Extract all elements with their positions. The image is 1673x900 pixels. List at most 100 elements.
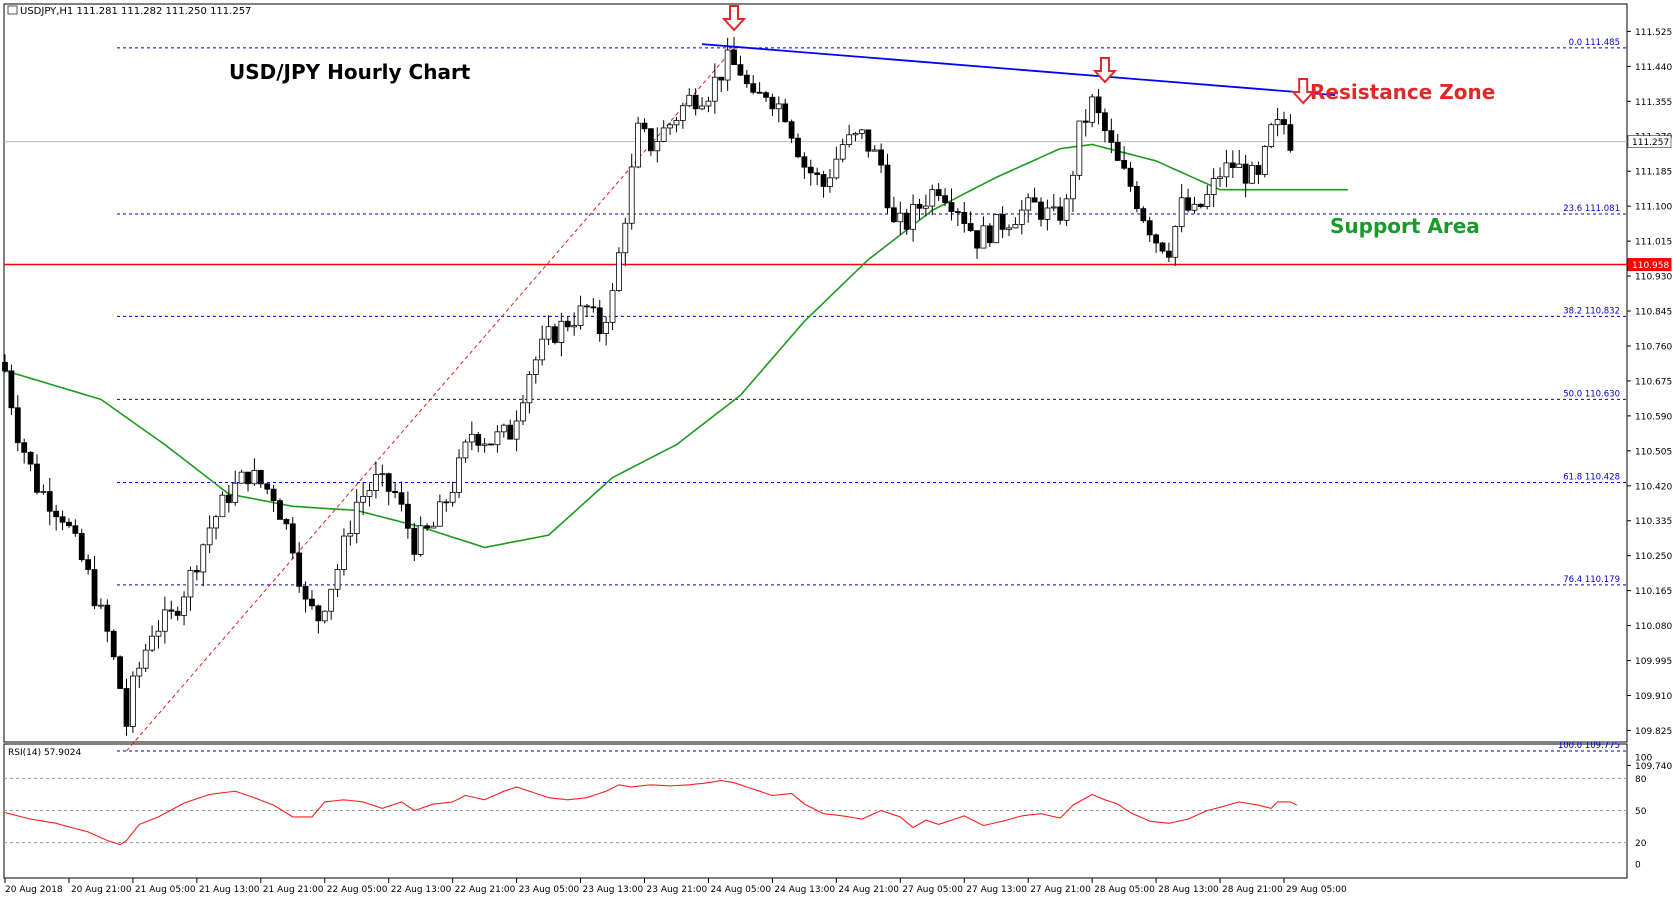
candle (1018, 199, 1025, 235)
candle-body (123, 688, 130, 727)
candle (436, 494, 443, 527)
candle-body (532, 359, 539, 375)
candle-body (1223, 162, 1230, 178)
candle (398, 481, 405, 512)
candle-body (750, 83, 757, 93)
candle (545, 315, 552, 346)
time-tick-label: 27 Aug 13:00 (966, 885, 1027, 895)
fibonacci-trend-group (126, 47, 735, 752)
candle-body (795, 137, 801, 158)
fib-level-label: 76.4 110.179 (1563, 575, 1620, 585)
fib-level-label: 23.6 111.081 (1563, 204, 1620, 214)
candle-body (571, 325, 578, 328)
candle-body (411, 527, 418, 555)
candle-body (520, 402, 526, 422)
candle (584, 304, 590, 318)
candle-body (149, 635, 155, 651)
candle-body (302, 585, 309, 600)
rsi-level-label: 80 (1635, 775, 1647, 785)
candle (801, 152, 808, 179)
candle (692, 88, 699, 116)
price-tick-label: 109.825 (1635, 727, 1672, 737)
candle (456, 449, 462, 499)
candle (763, 90, 769, 102)
candle (891, 196, 897, 223)
price-tick-label: 110.505 (1635, 447, 1672, 457)
candle (1261, 145, 1268, 178)
candle-body (827, 177, 833, 187)
candle (117, 655, 124, 690)
time-tick-label: 24 Aug 21:00 (838, 885, 899, 895)
candle-body (884, 164, 891, 209)
candle-body (1134, 185, 1140, 210)
price-tick-label: 110.760 (1635, 342, 1672, 352)
candle-body (929, 189, 936, 207)
candle-body (385, 473, 392, 492)
candle-body (449, 491, 456, 503)
candle (871, 145, 878, 152)
candle-body (53, 510, 60, 518)
candle (149, 625, 155, 652)
candle-body (85, 559, 92, 570)
candle (488, 443, 494, 446)
candle-body (654, 140, 661, 152)
candle-body (1217, 176, 1223, 179)
time-tick-label: 23 Aug 13:00 (583, 885, 644, 895)
candle (40, 484, 47, 495)
candle-body (1102, 112, 1108, 132)
candle-body (251, 470, 258, 485)
candle (187, 566, 194, 611)
time-tick-label: 23 Aug 05:00 (519, 885, 580, 895)
candle-body (136, 667, 143, 677)
candle-body (590, 306, 597, 309)
candle (711, 63, 718, 114)
candle (1070, 170, 1076, 213)
candle (2, 354, 8, 373)
candle-body (181, 596, 187, 616)
candle-body (564, 320, 571, 328)
candle (206, 515, 213, 554)
candle-body (1076, 120, 1083, 176)
candle (756, 82, 763, 94)
candle-body (763, 92, 769, 98)
candle-body (878, 149, 885, 166)
candle (1102, 108, 1108, 143)
candle-body (852, 132, 859, 136)
candle-body (309, 598, 315, 607)
candle (379, 464, 386, 487)
rsi-level-label: 0 (1635, 861, 1641, 871)
candle-body (40, 491, 47, 493)
candle-body (993, 214, 1000, 244)
candle-body (1114, 142, 1121, 161)
support-price-tag (1627, 258, 1672, 272)
candle-body (443, 501, 450, 504)
candle (1165, 242, 1172, 262)
candle (174, 606, 181, 621)
candle (1281, 111, 1287, 135)
candle (21, 438, 28, 464)
candle-body (187, 569, 194, 598)
candle-body (341, 535, 347, 570)
candle-body (481, 443, 488, 446)
candle-body (839, 144, 846, 160)
candle (839, 138, 846, 163)
candle (309, 589, 315, 610)
candle (417, 516, 424, 557)
candle-body (1050, 206, 1057, 209)
candle-body (999, 214, 1006, 230)
candle-body (1146, 220, 1153, 236)
candle (1242, 154, 1249, 198)
price-tick-label: 110.250 (1635, 552, 1672, 562)
candle (59, 510, 66, 531)
price-tick-label: 109.910 (1635, 692, 1672, 702)
candle (1050, 194, 1057, 212)
candle-body (820, 174, 827, 187)
candle (948, 188, 955, 221)
candle (78, 528, 85, 562)
candle (705, 96, 712, 113)
candle (1006, 224, 1012, 237)
candle-body (436, 501, 443, 527)
candle (1268, 122, 1275, 149)
time-tick-label: 28 Aug 21:00 (1222, 885, 1283, 895)
candle (424, 523, 430, 531)
